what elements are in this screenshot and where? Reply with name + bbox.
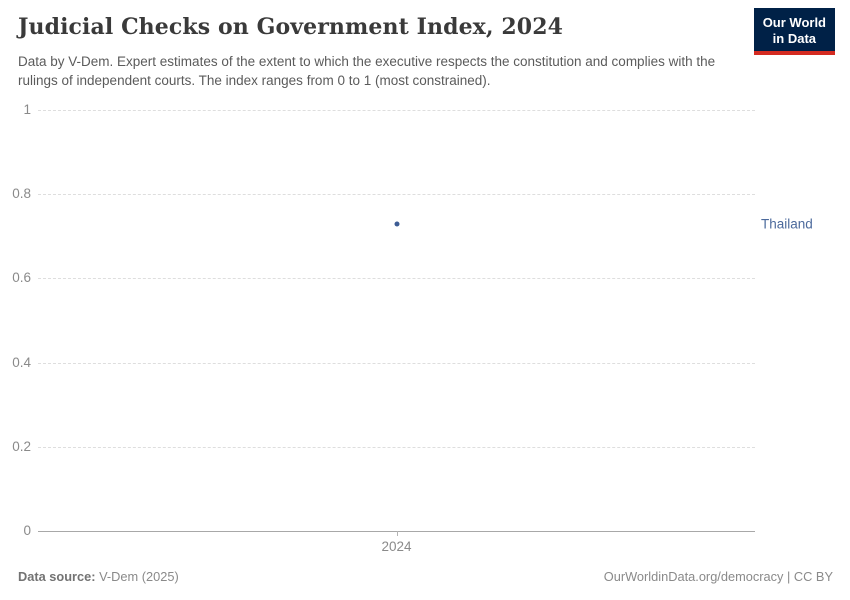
data-point-thailand xyxy=(394,221,399,227)
y-gridline xyxy=(38,362,755,364)
y-tick-label: 0.2 xyxy=(12,438,31,454)
y-gridline xyxy=(38,110,755,111)
series-label-thailand: Thailand xyxy=(761,216,813,232)
page-title: Judicial Checks on Government Index, 202… xyxy=(18,14,564,40)
y-gridline xyxy=(38,194,755,196)
owid-logo-line1: Our World xyxy=(762,15,826,30)
plot-area: 0 0.2 0.4 0.6 0.8 1 2024 Thailand xyxy=(12,102,813,554)
y-tick-label: 0.6 xyxy=(12,270,31,286)
data-source-note: Data source: V-Dem (2025) xyxy=(18,569,179,584)
chart-subtitle: Data by V-Dem. Expert estimates of the e… xyxy=(18,54,716,89)
x-tick-mark xyxy=(396,531,398,536)
data-source-label: Data source: xyxy=(18,569,96,584)
attribution-note: OurWorldinData.org/democracy | CC BY xyxy=(603,569,833,584)
x-tick-label: 2024 xyxy=(381,539,412,554)
y-gridline xyxy=(38,446,755,448)
y-gridline xyxy=(38,278,755,280)
owid-logo: Our World in Data xyxy=(753,8,835,56)
y-tick-label: 1 xyxy=(23,101,31,117)
y-tick-label: 0.8 xyxy=(12,185,31,201)
data-source-value: V-Dem (2025) xyxy=(99,569,179,584)
y-tick-label: 0.4 xyxy=(12,354,31,370)
y-tick-label: 0 xyxy=(23,522,31,538)
owid-logo-line2: in Data xyxy=(772,30,817,46)
